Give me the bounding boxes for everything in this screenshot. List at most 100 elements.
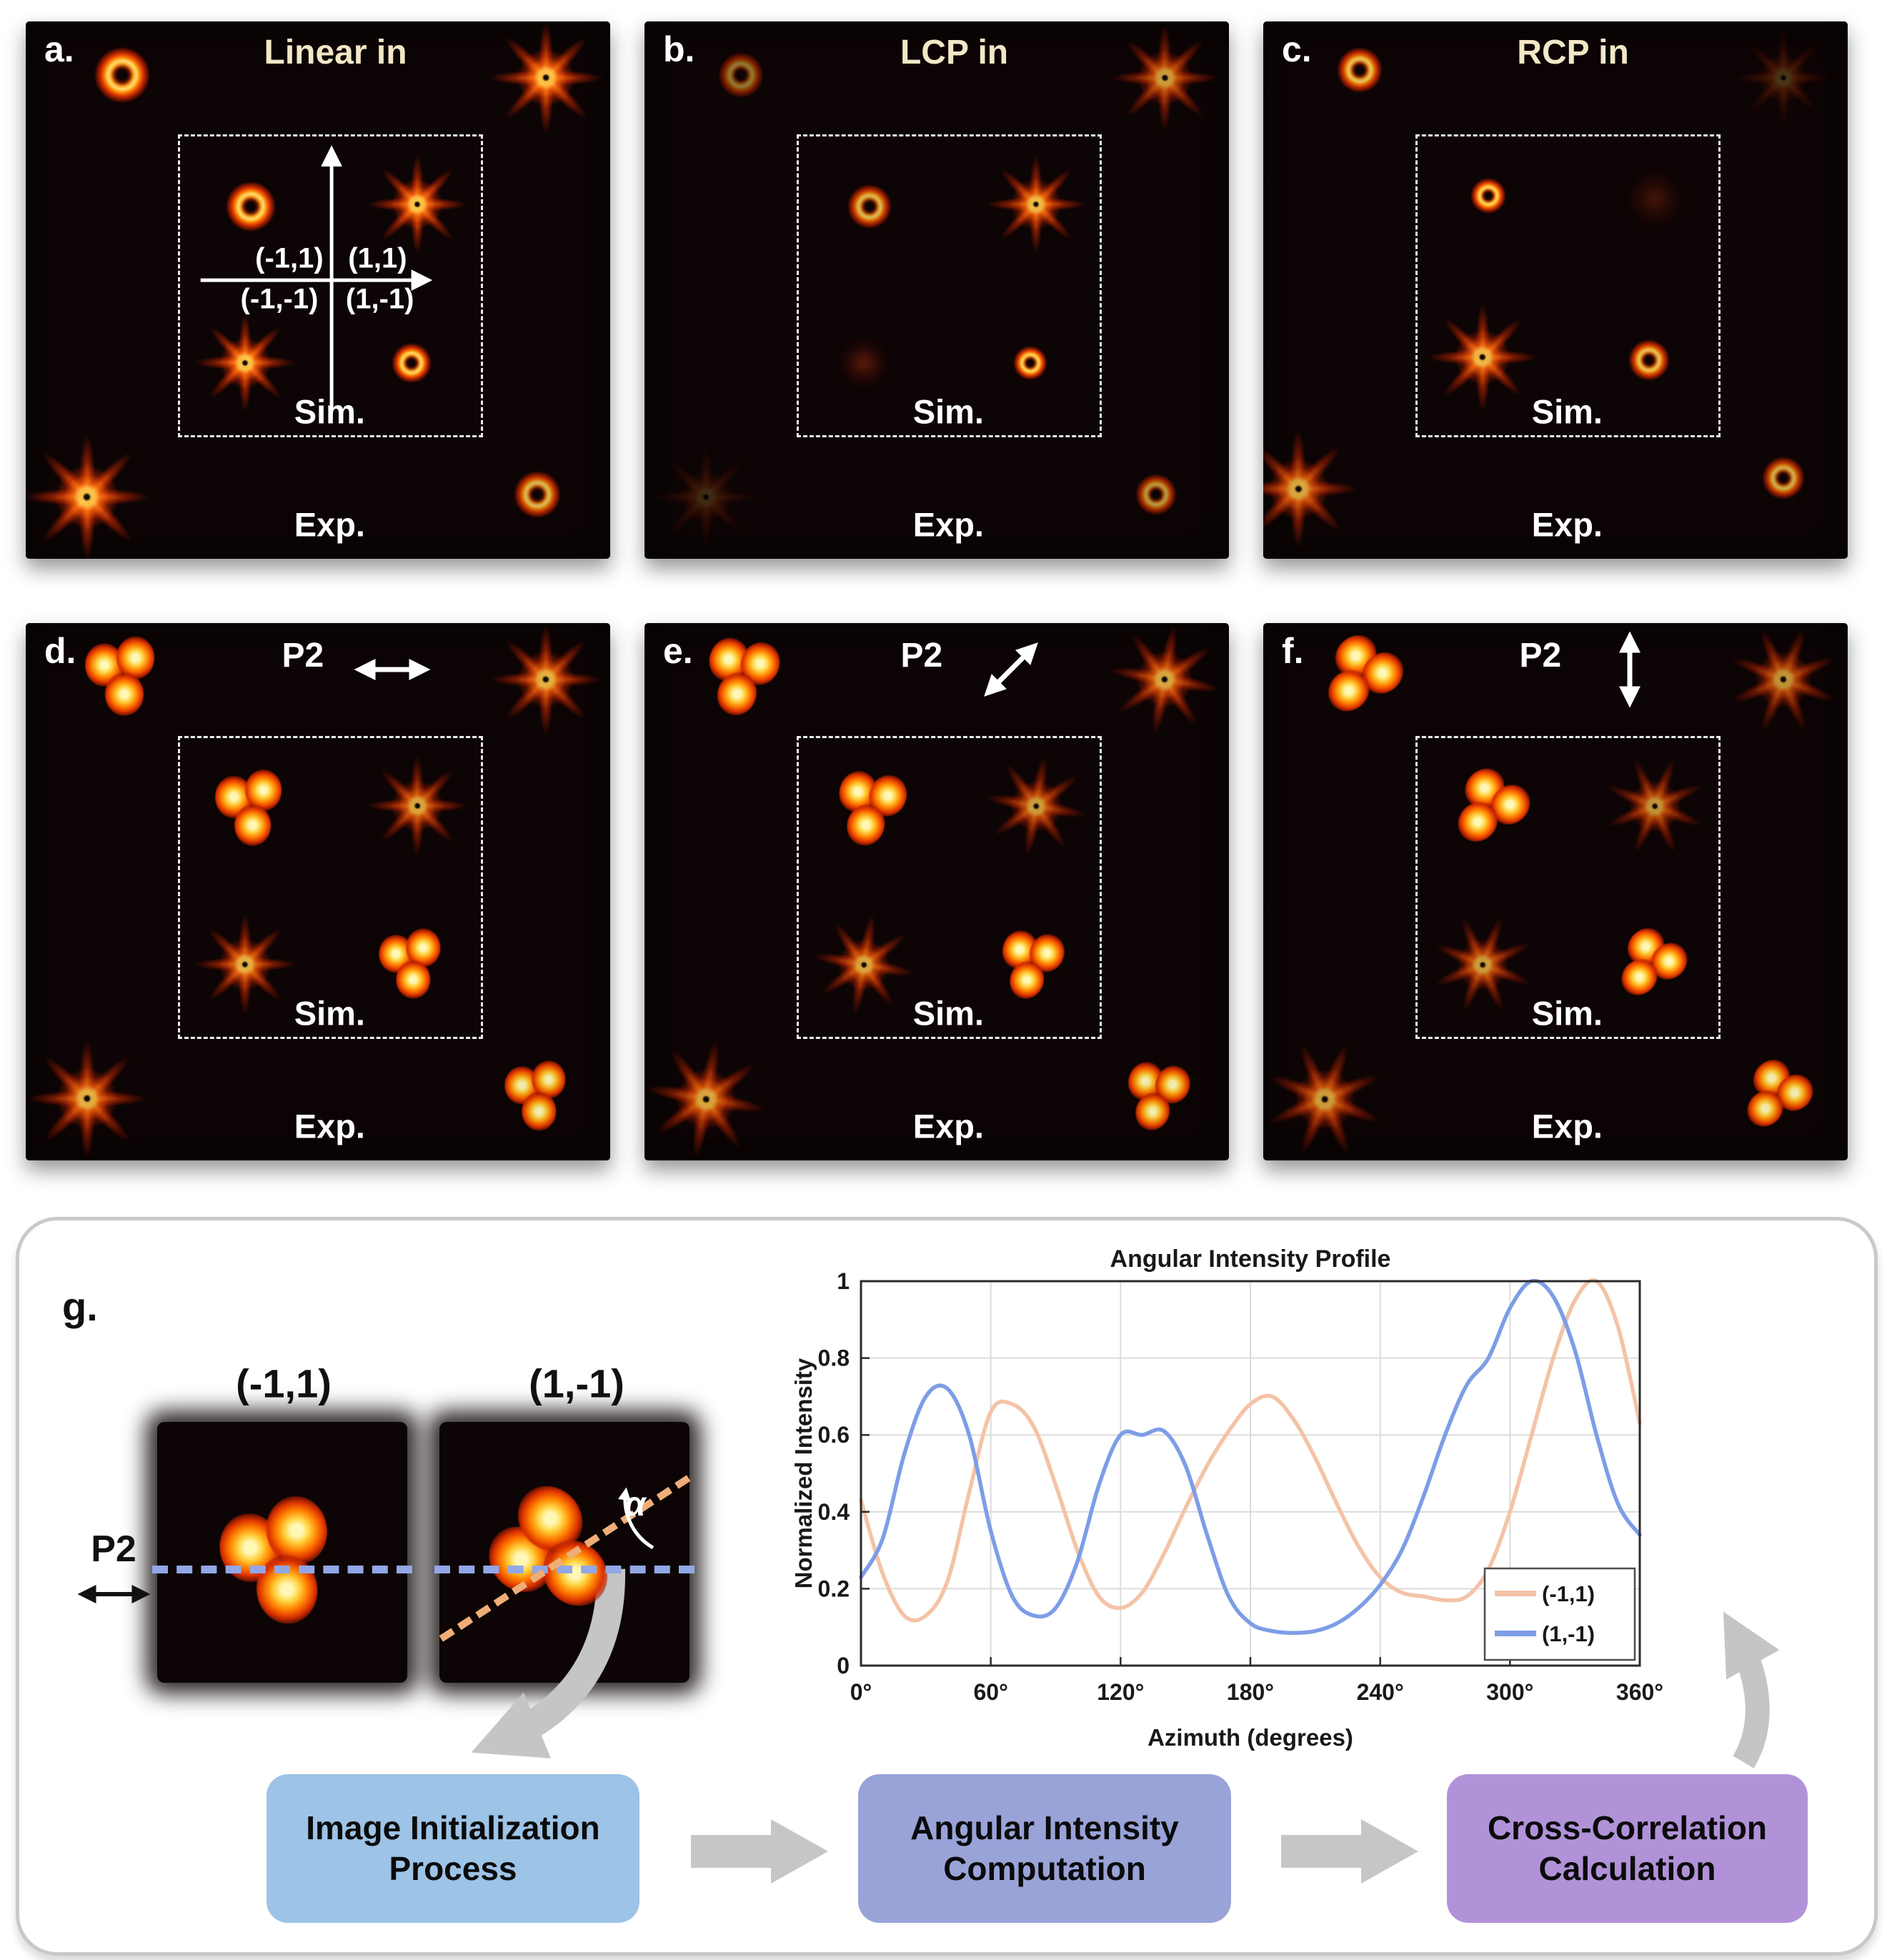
starburst-beam-spot — [1085, 623, 1229, 759]
panel-p2-diagonal: e. P2 Sim. Exp. — [644, 623, 1229, 1160]
trefoil-beam-spot — [1117, 1057, 1195, 1135]
flow-step-label: Angular Intensity — [910, 1809, 1179, 1846]
donut-beam-spot — [1135, 474, 1176, 514]
trefoil-beam-spot — [379, 928, 442, 999]
flow-right-arrow-icon — [1281, 1819, 1418, 1884]
p2-double-arrow-icon — [339, 623, 446, 716]
curved-arrow-up-icon — [1723, 1611, 1780, 1769]
x-tick-label: 180° — [1227, 1679, 1274, 1705]
starburst-beam-spot — [644, 432, 770, 559]
flow-right-arrow-icon — [691, 1819, 828, 1884]
panel-letter: c. — [1282, 29, 1312, 69]
sim-boundary-box — [796, 134, 1102, 438]
analysis-section: g. (-1,1) (1,-1) α P2 0° 60° 120° 180° 240° 3… — [16, 1217, 1878, 1956]
curved-arrow-down-icon — [471, 1568, 626, 1758]
p2-double-arrow-icon — [64, 1576, 164, 1612]
x-tick-label: 300° — [1486, 1679, 1533, 1705]
starburst-beam-spot — [1415, 289, 1550, 424]
panel-letter: g. — [62, 1284, 98, 1329]
p2-label: P2 — [282, 637, 324, 675]
exp-label: Exp. — [294, 1107, 365, 1145]
sim-label: Sim. — [1531, 392, 1603, 431]
y-tick-label: 0.6 — [818, 1422, 850, 1448]
cut-line-blue-icon — [152, 1565, 412, 1573]
g-image-label-right: (1,-1) — [529, 1360, 624, 1406]
g-image-left — [152, 1422, 412, 1683]
exp-label: Exp. — [294, 505, 365, 544]
donut-beam-spot — [1763, 457, 1805, 499]
starburst-beam-spot — [476, 21, 610, 148]
donut-beam-spot — [1337, 47, 1382, 92]
x-tick-label: 240° — [1357, 1679, 1404, 1705]
flow-step-image-initialization: Image Initialization Process — [267, 1774, 639, 1923]
x-tick-label: 0° — [850, 1679, 872, 1705]
exp-label: Exp. — [912, 1107, 984, 1145]
y-tick-label: 0.2 — [818, 1576, 850, 1601]
flow-step-label: Cross-Correlation — [1487, 1809, 1768, 1846]
panel-letter: b. — [663, 29, 695, 69]
y-axis-label: Normalized Intensity — [790, 1358, 817, 1588]
y-tick-label: 0.4 — [818, 1499, 850, 1525]
sim-boundary-box — [1415, 134, 1721, 438]
legend-entry-label: (-1,1) — [1542, 1581, 1595, 1606]
flow-step-label: Calculation — [1538, 1850, 1716, 1887]
p2-label: P2 — [91, 1528, 136, 1570]
donut-beam-spot — [718, 53, 763, 98]
g-image-right: α — [434, 1422, 694, 1683]
starburst-beam-spot — [183, 301, 307, 424]
donut-beam-spot — [1628, 339, 1669, 380]
p2-label: P2 — [900, 637, 943, 675]
donut-beam-spot — [1470, 179, 1505, 214]
starburst-beam-spot — [354, 743, 480, 869]
y-tick-label: 0.8 — [818, 1345, 850, 1371]
alpha-arc-icon — [617, 1487, 654, 1550]
exp-label: Exp. — [1531, 1107, 1603, 1145]
chart-title: Angular Intensity Profile — [1110, 1245, 1391, 1273]
trefoil-beam-spot — [504, 1060, 568, 1130]
p2-double-arrow-icon — [957, 623, 1065, 716]
donut-beam-spot — [514, 471, 560, 517]
panel-p2-vertical: f. P2 Sim. Exp. — [1263, 623, 1848, 1160]
y-tick-label: 0 — [837, 1653, 850, 1678]
panel-linear-in: a. Linear in (-1,1) (1,1) (-1,-1) (1,-1)… — [26, 21, 610, 559]
starburst-beam-spot — [975, 143, 1097, 265]
sim-label: Sim. — [294, 392, 365, 431]
flow-step-label: Process — [389, 1850, 517, 1887]
quadrant-label-tl: (-1,1) — [255, 242, 324, 274]
donut-beam-spot — [226, 182, 275, 232]
panel-title: LCP in — [900, 34, 1009, 71]
series-line-(-1,1) — [859, 1278, 1642, 1623]
trefoil-beam-spot — [85, 636, 157, 717]
exp-label: Exp. — [1531, 505, 1603, 544]
quadrant-label-bl: (-1,-1) — [240, 283, 319, 315]
starburst-beam-spot — [644, 1014, 791, 1160]
panel-title: Linear in — [264, 34, 407, 71]
donut-beam-spot — [392, 343, 431, 382]
trefoil-beam-spot — [214, 1492, 342, 1628]
starburst-beam-spot — [1263, 1003, 1420, 1160]
starburst-beam-spot — [356, 142, 479, 266]
series-line-(1,-1) — [859, 1278, 1642, 1636]
legend-entry-label: (1,-1) — [1542, 1621, 1595, 1646]
flow-step-angular-intensity: Angular Intensity Computation — [858, 1774, 1231, 1923]
chart-legend: (-1,1) (1,-1) — [1483, 1567, 1636, 1661]
panel-lcp-in: b. LCP in Sim. Exp. — [644, 21, 1229, 559]
x-tick-label: 360° — [1616, 1679, 1663, 1705]
g-image-label-left: (-1,1) — [236, 1360, 332, 1406]
quadrant-label-tr: (1,1) — [348, 242, 407, 274]
faint-beam-spot — [837, 337, 890, 389]
donut-beam-spot — [1013, 346, 1047, 379]
donut-beam-spot — [847, 185, 891, 229]
panel-title: RCP in — [1517, 34, 1629, 71]
panel-letter: f. — [1282, 631, 1304, 671]
trefoil-beam-spot — [1731, 1052, 1821, 1140]
x-axis-label: Azimuth (degrees) — [1147, 1724, 1353, 1751]
quadrant-label-br: (1,-1) — [345, 283, 414, 315]
p2-double-arrow-icon — [1576, 623, 1683, 716]
starburst-beam-spot — [26, 420, 164, 559]
panel-p2-horizontal: d. P2 Sim. Exp. — [26, 623, 610, 1160]
alpha-label: α — [624, 1485, 646, 1523]
sim-label: Sim. — [294, 994, 365, 1033]
x-tick-label: 60° — [973, 1679, 1007, 1705]
x-tick-label: 120° — [1097, 1679, 1144, 1705]
